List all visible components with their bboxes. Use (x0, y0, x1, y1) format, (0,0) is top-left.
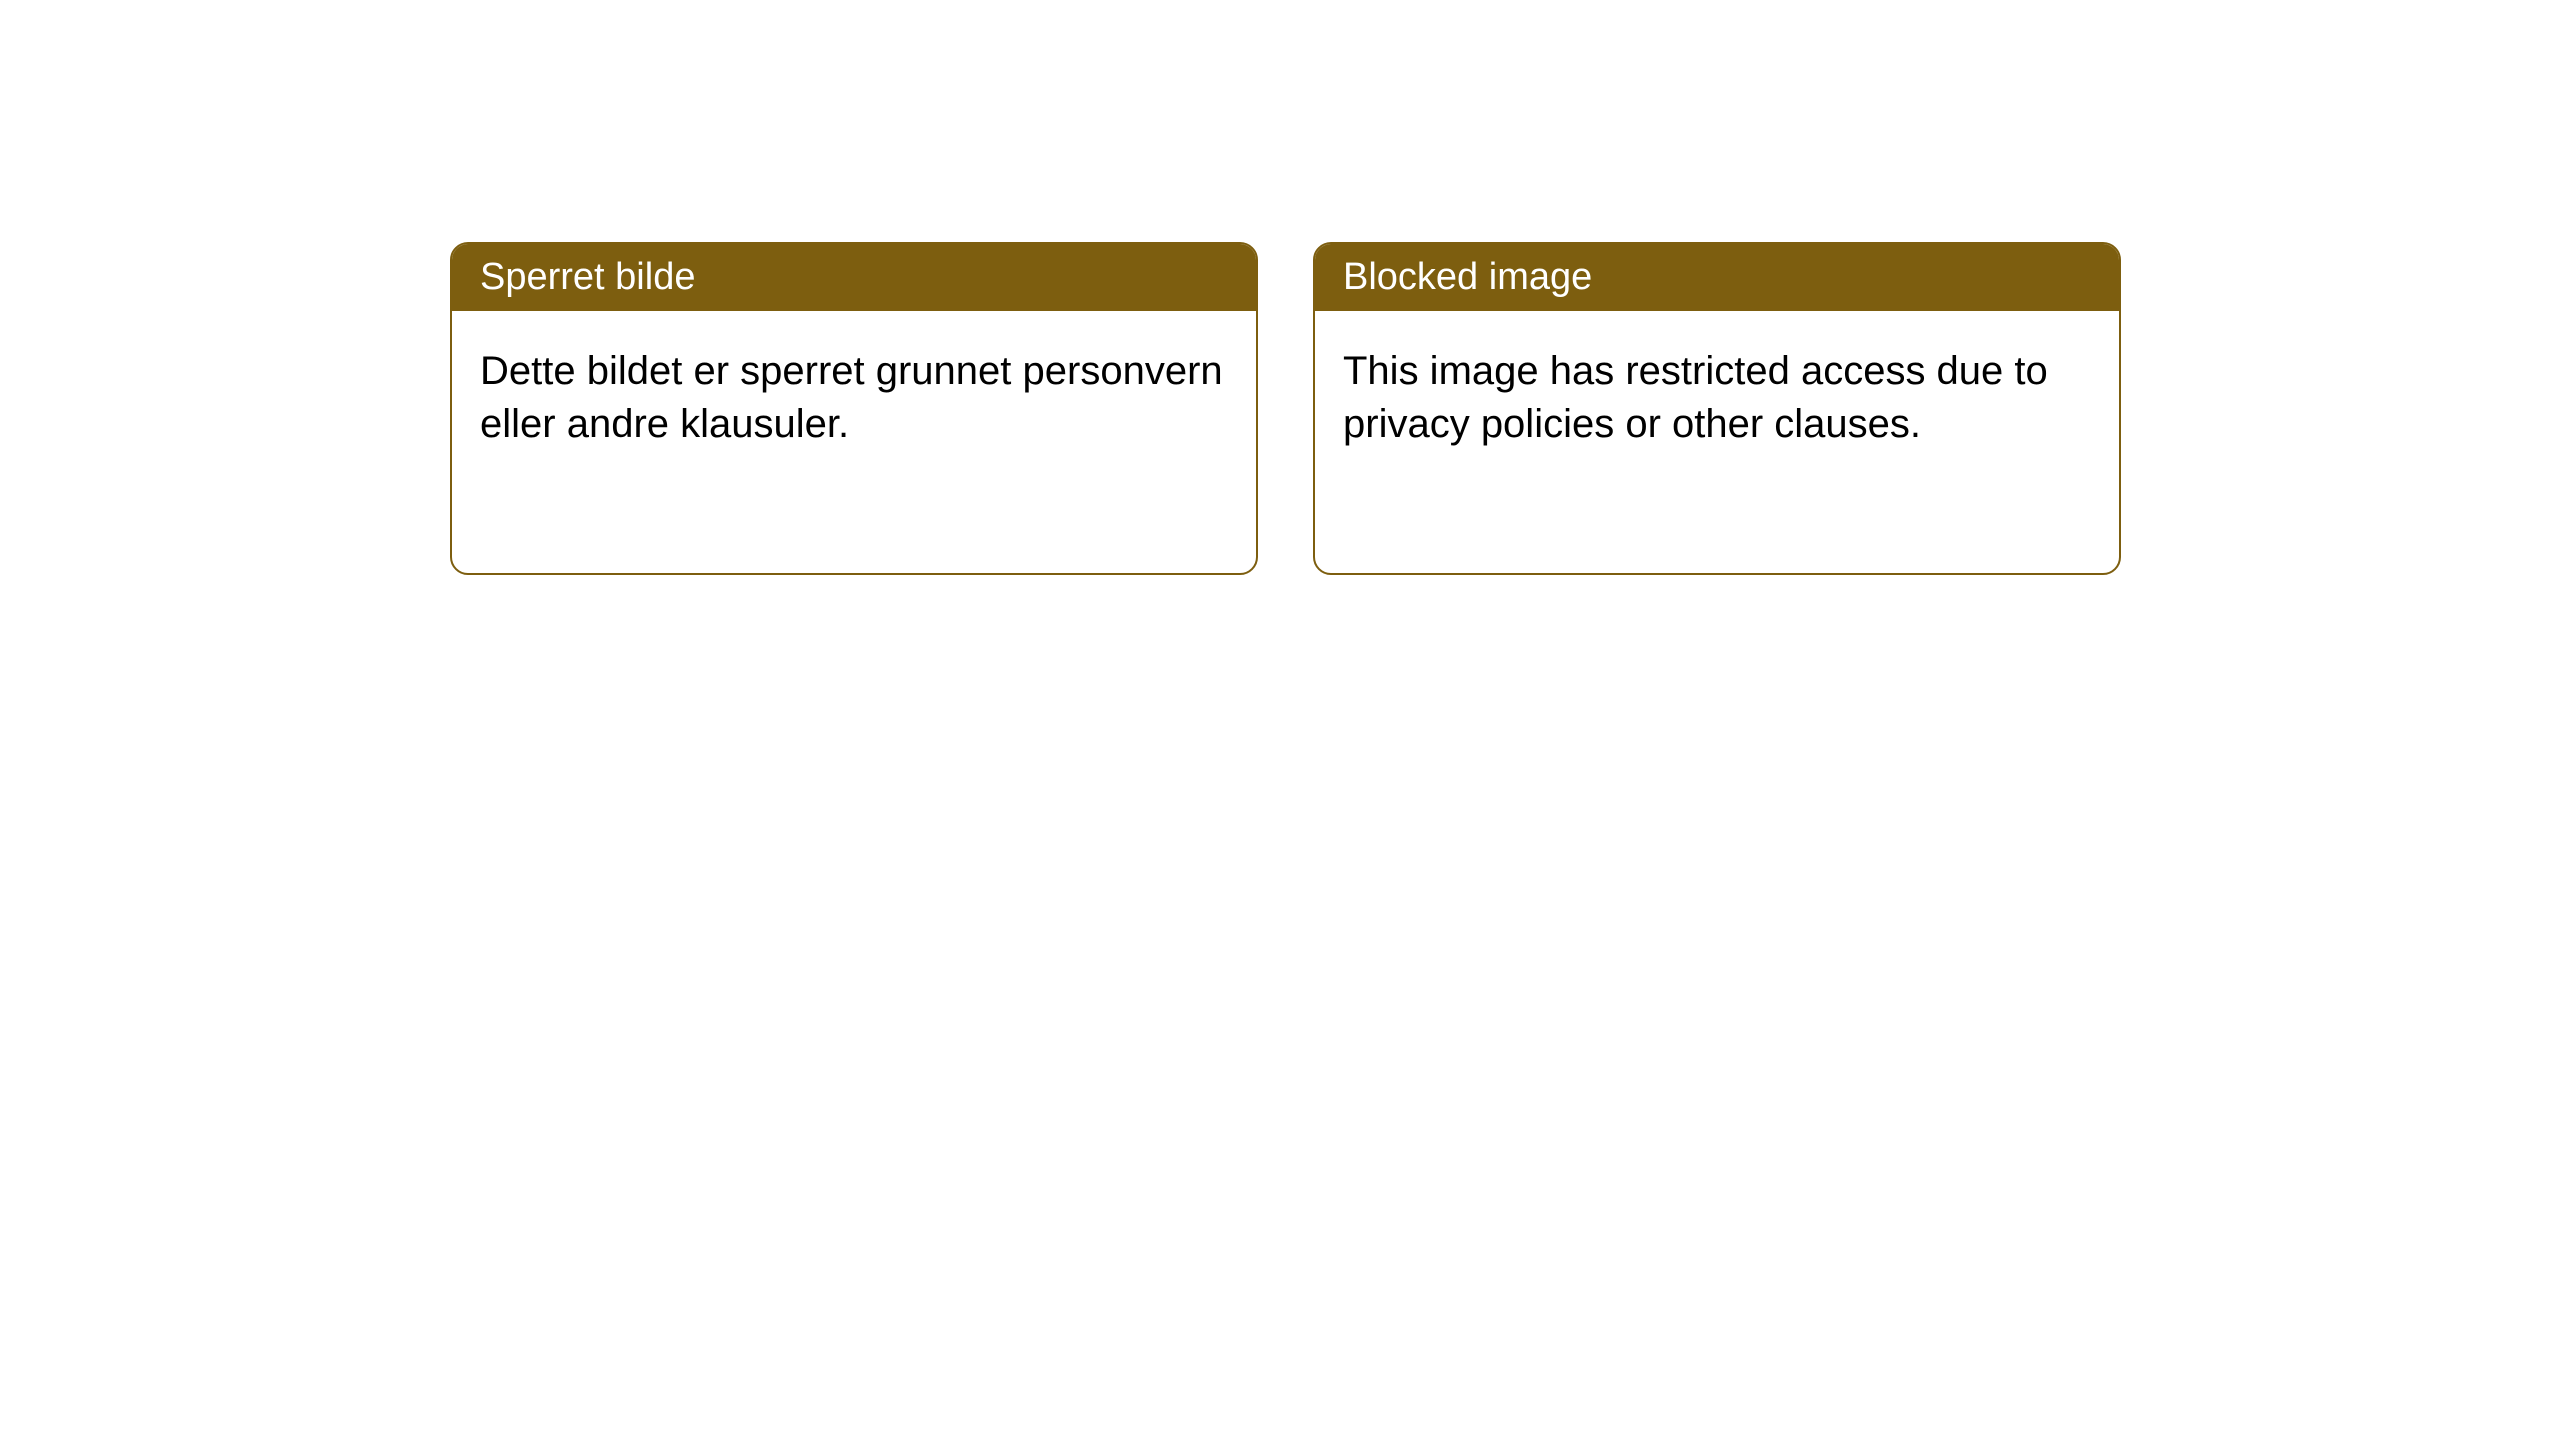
notice-cards-container: Sperret bilde Dette bildet er sperret gr… (0, 0, 2560, 575)
notice-card-body: This image has restricted access due to … (1315, 311, 2119, 485)
notice-card-header: Blocked image (1315, 244, 2119, 311)
notice-card-header: Sperret bilde (452, 244, 1256, 311)
notice-card-body-text: This image has restricted access due to … (1343, 349, 2048, 446)
notice-card-title: Sperret bilde (480, 256, 695, 298)
notice-card-english: Blocked image This image has restricted … (1313, 242, 2121, 575)
notice-card-norwegian: Sperret bilde Dette bildet er sperret gr… (450, 242, 1258, 575)
notice-card-body: Dette bildet er sperret grunnet personve… (452, 311, 1256, 485)
notice-card-title: Blocked image (1343, 256, 1592, 298)
notice-card-body-text: Dette bildet er sperret grunnet personve… (480, 349, 1223, 446)
